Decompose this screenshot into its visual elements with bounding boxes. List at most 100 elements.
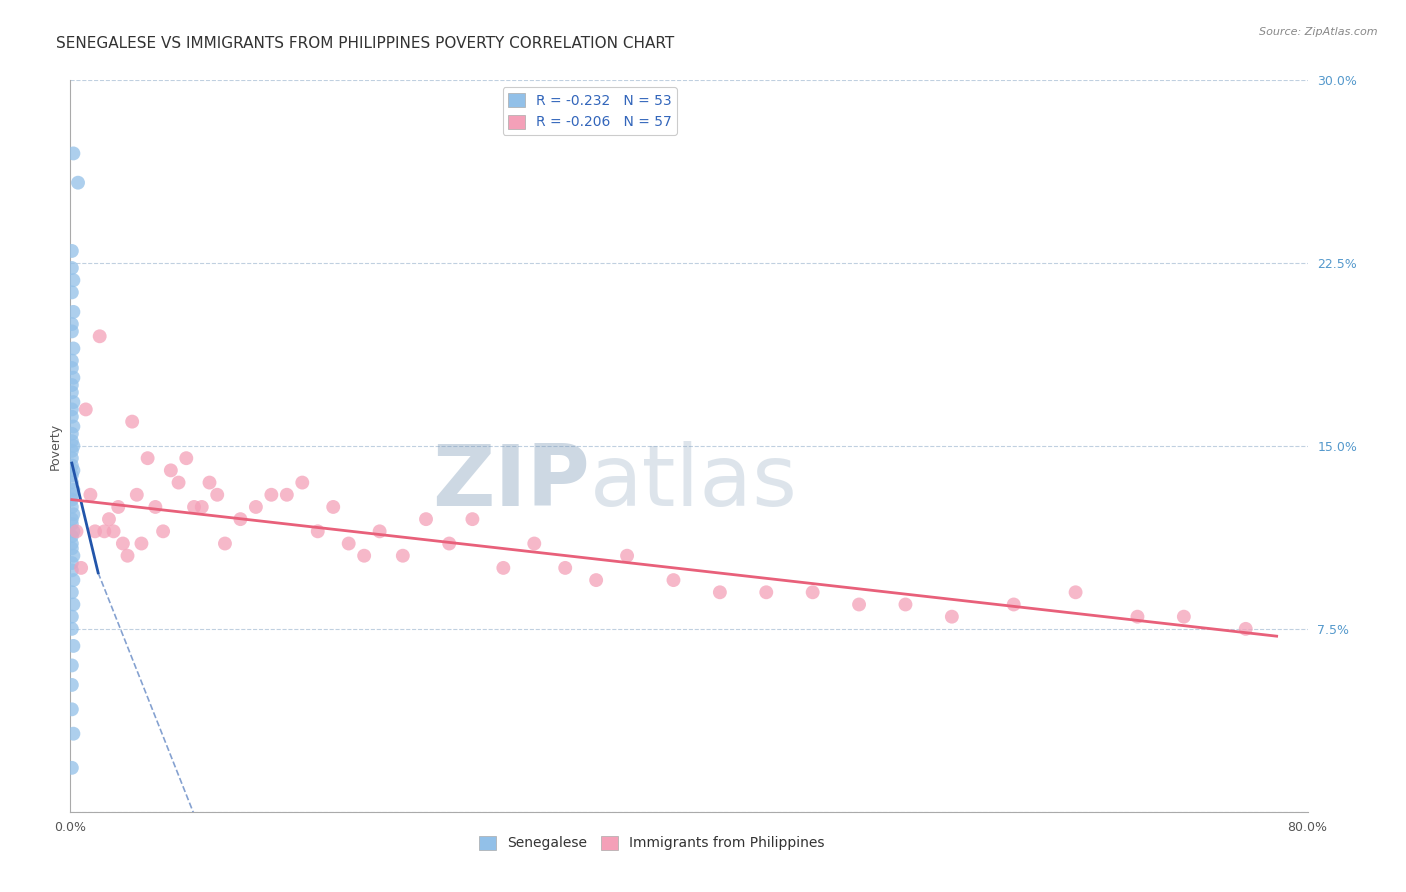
Point	[60, 458, 83, 473]
Text: ZIP: ZIP	[432, 441, 591, 524]
Point	[523, 536, 546, 550]
Point	[167, 475, 190, 490]
Point	[84, 524, 107, 539]
Point	[65, 524, 87, 539]
Point	[62, 146, 84, 161]
Point	[62, 483, 84, 497]
Point	[62, 463, 84, 477]
Point	[229, 512, 252, 526]
Point	[207, 488, 229, 502]
Text: atlas: atlas	[591, 441, 799, 524]
Point	[60, 761, 83, 775]
Point	[62, 342, 84, 356]
Point	[322, 500, 344, 514]
Point	[60, 260, 83, 275]
Point	[60, 378, 83, 392]
Point	[152, 524, 174, 539]
Point	[60, 244, 83, 258]
Point	[337, 536, 360, 550]
Point	[260, 488, 283, 502]
Point	[492, 561, 515, 575]
Y-axis label: Poverty: Poverty	[49, 423, 62, 469]
Point	[461, 512, 484, 526]
Text: SENEGALESE VS IMMIGRANTS FROM PHILIPPINES POVERTY CORRELATION CHART: SENEGALESE VS IMMIGRANTS FROM PHILIPPINE…	[56, 36, 675, 51]
Point	[1002, 598, 1025, 612]
Point	[121, 415, 143, 429]
Point	[554, 561, 576, 575]
Point	[117, 549, 139, 563]
Point	[60, 361, 83, 376]
Point	[60, 468, 83, 483]
Point	[131, 536, 153, 550]
Point	[60, 702, 83, 716]
Point	[60, 488, 83, 502]
Point	[174, 451, 197, 466]
Point	[1173, 609, 1195, 624]
Point	[62, 439, 84, 453]
Point	[1126, 609, 1149, 624]
Point	[93, 524, 115, 539]
Point	[60, 678, 83, 692]
Point	[245, 500, 267, 514]
Point	[67, 176, 90, 190]
Point	[439, 536, 461, 550]
Point	[60, 536, 83, 550]
Point	[62, 273, 84, 287]
Point	[60, 402, 83, 417]
Point	[585, 573, 607, 587]
Point	[62, 305, 84, 319]
Point	[60, 409, 83, 424]
Point	[368, 524, 391, 539]
Point	[60, 285, 83, 300]
Point	[1064, 585, 1087, 599]
Point	[183, 500, 205, 514]
Point	[894, 598, 917, 612]
Point	[214, 536, 236, 550]
Point	[145, 500, 166, 514]
Point	[392, 549, 415, 563]
Point	[60, 556, 83, 570]
Point	[160, 463, 183, 477]
Point	[60, 426, 83, 441]
Point	[103, 524, 125, 539]
Point	[1234, 622, 1257, 636]
Point	[98, 512, 120, 526]
Point	[60, 325, 83, 339]
Point	[662, 573, 685, 587]
Point	[60, 541, 83, 556]
Text: Source: ZipAtlas.com: Source: ZipAtlas.com	[1260, 27, 1378, 37]
Point	[60, 451, 83, 466]
Point	[62, 639, 84, 653]
Point	[941, 609, 963, 624]
Point	[136, 451, 159, 466]
Point	[276, 488, 298, 502]
Point	[60, 529, 83, 543]
Point	[75, 402, 97, 417]
Point	[60, 500, 83, 514]
Point	[111, 536, 134, 550]
Point	[415, 512, 437, 526]
Point	[60, 443, 83, 458]
Point	[60, 475, 83, 490]
Point	[62, 508, 84, 522]
Point	[198, 475, 221, 490]
Point	[60, 609, 83, 624]
Point	[60, 563, 83, 577]
Point	[60, 622, 83, 636]
Point	[755, 585, 778, 599]
Point	[616, 549, 638, 563]
Point	[353, 549, 375, 563]
Point	[125, 488, 148, 502]
Point	[60, 434, 83, 449]
Point	[801, 585, 824, 599]
Point	[307, 524, 329, 539]
Point	[848, 598, 870, 612]
Point	[60, 658, 83, 673]
Point	[62, 598, 84, 612]
Point	[709, 585, 731, 599]
Point	[107, 500, 129, 514]
Point	[60, 317, 83, 331]
Point	[79, 488, 101, 502]
Point	[62, 370, 84, 384]
Point	[60, 585, 83, 599]
